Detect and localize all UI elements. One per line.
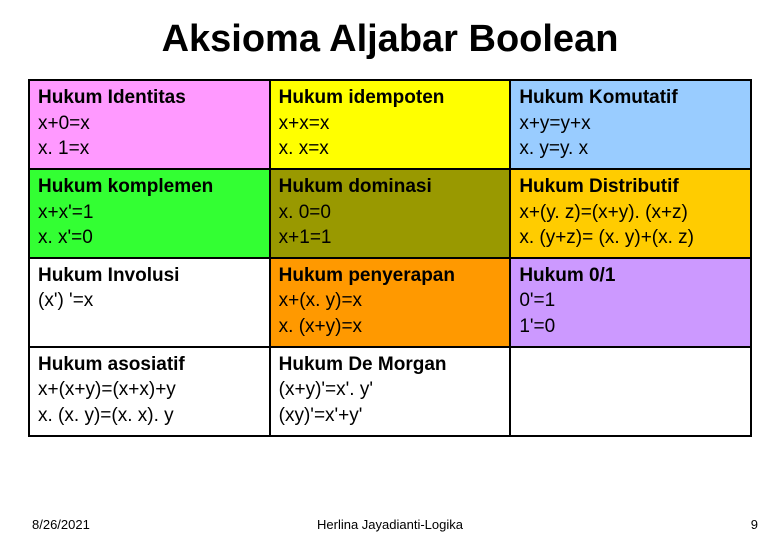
- law-line: x+y=y+x: [519, 111, 742, 137]
- law-line: x. 1=x: [38, 136, 261, 162]
- slide-title: Aksioma Aljabar Boolean: [28, 18, 752, 61]
- footer-page-number: 9: [751, 517, 758, 532]
- law-name: Hukum asosiatif: [38, 352, 261, 378]
- law-name: Hukum Identitas: [38, 85, 261, 111]
- law-name: Hukum Komutatif: [519, 85, 742, 111]
- law-name: Hukum 0/1: [519, 263, 742, 289]
- law-line: x. y=y. x: [519, 136, 742, 162]
- cell-distributif: Hukum Distributif x+(y. z)=(x+y). (x+z) …: [510, 169, 751, 258]
- law-name: Hukum idempoten: [279, 85, 502, 111]
- law-line: x. x'=0: [38, 225, 261, 251]
- cell-dominasi: Hukum dominasi x. 0=0 x+1=1: [270, 169, 511, 258]
- law-line: x+1=1: [279, 225, 502, 251]
- law-name: Hukum Involusi: [38, 263, 261, 289]
- law-line: x+(x. y)=x: [279, 288, 502, 314]
- law-line: 1'=0: [519, 314, 742, 340]
- cell-idempoten: Hukum idempoten x+x=x x. x=x: [270, 80, 511, 169]
- laws-table: Hukum Identitas x+0=x x. 1=x Hukum idemp…: [28, 79, 752, 437]
- law-line: (x+y)'=x'. y': [279, 377, 502, 403]
- law-line: x. (x. y)=(x. x). y: [38, 403, 261, 429]
- cell-komplemen: Hukum komplemen x+x'=1 x. x'=0: [29, 169, 270, 258]
- cell-komutatif: Hukum Komutatif x+y=y+x x. y=y. x: [510, 80, 751, 169]
- law-name: Hukum komplemen: [38, 174, 261, 200]
- cell-demorgan: Hukum De Morgan (x+y)'=x'. y' (xy)'=x'+y…: [270, 347, 511, 436]
- law-line: 0'=1: [519, 288, 742, 314]
- law-line: x. 0=0: [279, 200, 502, 226]
- law-line: (x') '=x: [38, 288, 261, 314]
- law-line: x+(x+y)=(x+x)+y: [38, 377, 261, 403]
- footer-author: Herlina Jayadianti-Logika: [0, 517, 780, 532]
- cell-involusi: Hukum Involusi (x') '=x: [29, 258, 270, 347]
- cell-zero-one: Hukum 0/1 0'=1 1'=0: [510, 258, 751, 347]
- law-line: x. (y+z)= (x. y)+(x. z): [519, 225, 742, 251]
- law-name: Hukum penyerapan: [279, 263, 502, 289]
- cell-penyerapan: Hukum penyerapan x+(x. y)=x x. (x+y)=x: [270, 258, 511, 347]
- law-line: x+0=x: [38, 111, 261, 137]
- cell-empty: [510, 347, 751, 436]
- law-line: x+(y. z)=(x+y). (x+z): [519, 200, 742, 226]
- law-name: Hukum De Morgan: [279, 352, 502, 378]
- law-line: x. (x+y)=x: [279, 314, 502, 340]
- cell-identitas: Hukum Identitas x+0=x x. 1=x: [29, 80, 270, 169]
- law-line: (xy)'=x'+y': [279, 403, 502, 429]
- law-line: x+x'=1: [38, 200, 261, 226]
- cell-asosiatif: Hukum asosiatif x+(x+y)=(x+x)+y x. (x. y…: [29, 347, 270, 436]
- law-name: Hukum dominasi: [279, 174, 502, 200]
- law-line: x. x=x: [279, 136, 502, 162]
- law-name: Hukum Distributif: [519, 174, 742, 200]
- law-line: x+x=x: [279, 111, 502, 137]
